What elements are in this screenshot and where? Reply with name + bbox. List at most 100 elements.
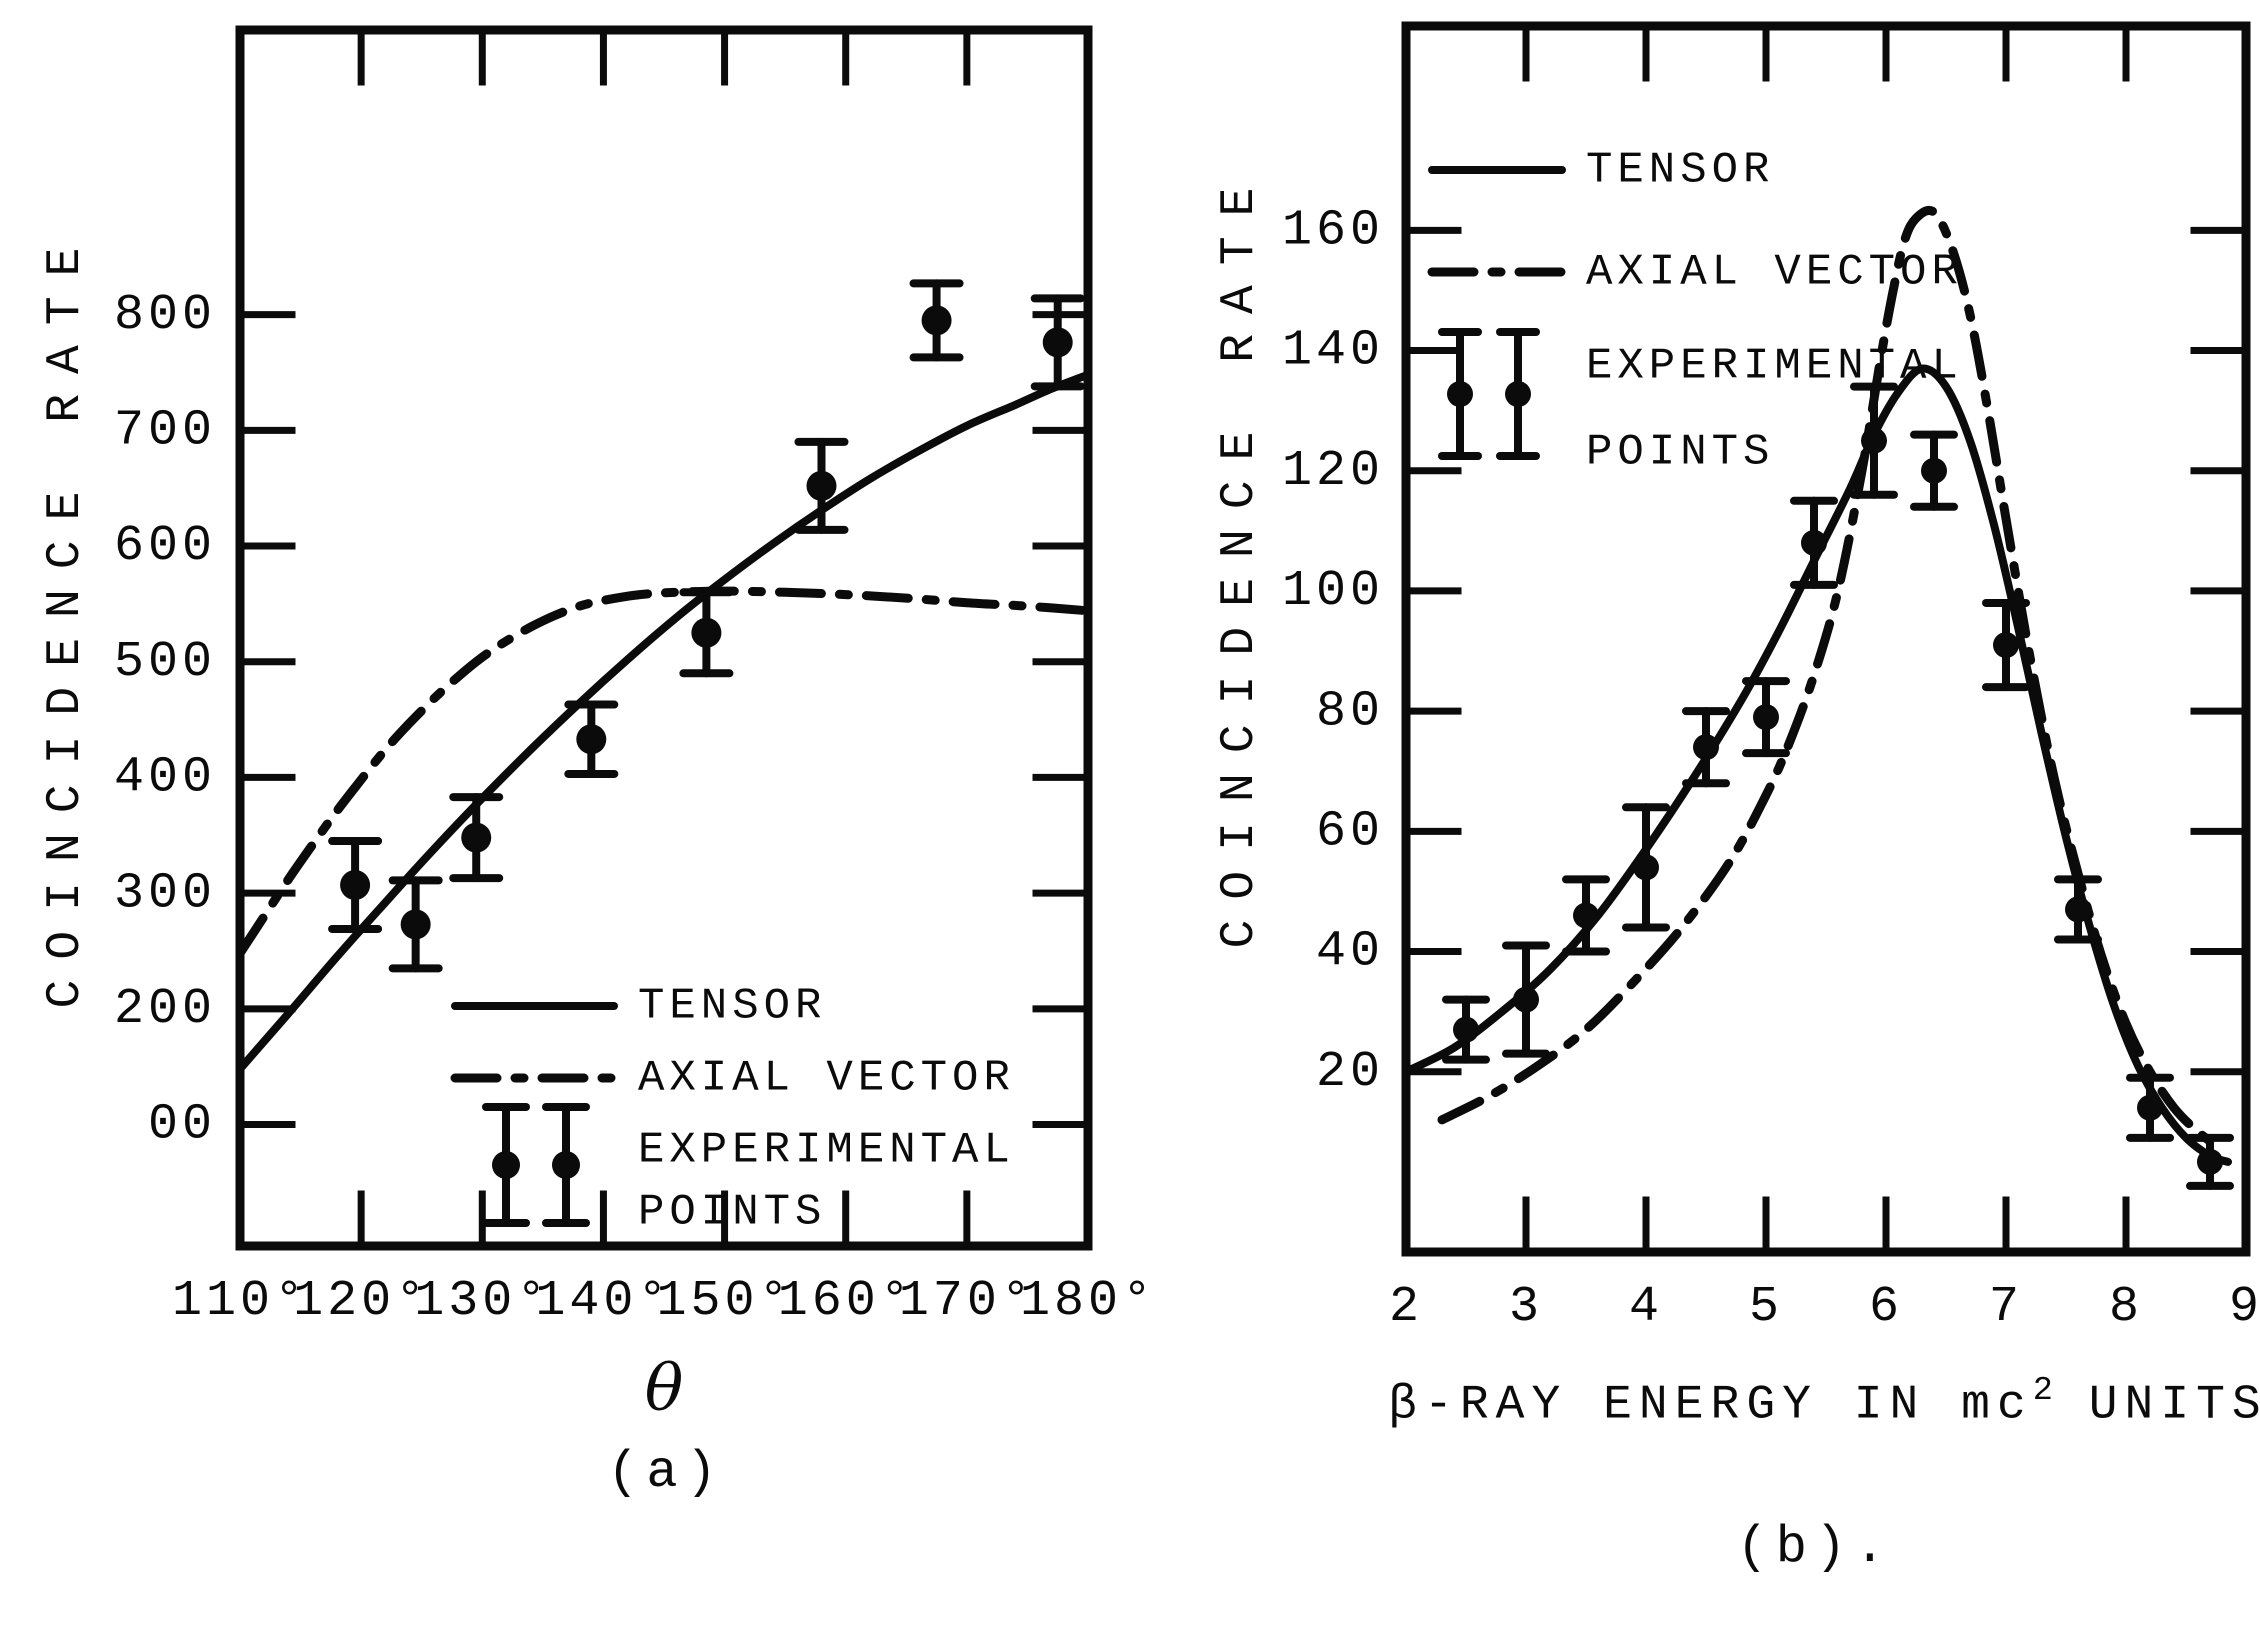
data-point-dot <box>400 909 431 940</box>
legend-label-axial-vector: AXIAL VECTOR <box>1586 248 1963 298</box>
experimental-point <box>449 793 504 883</box>
data-point-dot <box>576 724 607 755</box>
experimental-point <box>388 876 443 973</box>
plot-frame <box>1401 21 2251 1257</box>
legend: TENSOR AXIAL VECTOR EXPERIMENTAL POINTS <box>450 982 1015 1238</box>
tensor-curve <box>236 370 1092 1073</box>
x-tick-label: 5 <box>1749 1279 1783 1336</box>
experimental-point <box>909 279 964 362</box>
x-tick-label: 6 <box>1869 1279 1903 1336</box>
data-point-dot <box>2197 1148 2223 1175</box>
data-point-dot <box>691 617 722 648</box>
x-tick-label: 140° <box>535 1273 671 1330</box>
y-tick-label: 700 <box>114 403 216 460</box>
legend-label-points: POINTS <box>638 1188 826 1238</box>
data-point-dot <box>1861 427 1887 454</box>
subfigure-caption-b: (b). <box>1736 1518 1894 1577</box>
y-tick-label: 40 <box>1316 924 1384 981</box>
experimental-points <box>1442 382 2234 1190</box>
legend-experimental-point-symbol <box>542 1103 590 1227</box>
x-tick-label: 120° <box>293 1273 429 1330</box>
x-tick-label: 160° <box>778 1273 914 1330</box>
legend-label-tensor: TENSOR <box>1586 146 1774 196</box>
y-tick-label: 500 <box>114 634 216 691</box>
y-axis-title-b: COINCIDENCE RATE <box>1213 167 1267 949</box>
experimental-point <box>1502 941 1550 1058</box>
experimental-point <box>1850 382 1898 499</box>
subfigure-caption-a: (a) <box>607 1443 725 1502</box>
x-tick-label: 110° <box>172 1273 308 1330</box>
plot-frame <box>235 25 1093 1251</box>
data-point-dot <box>1693 734 1719 761</box>
legend-label-tensor: TENSOR <box>638 982 826 1032</box>
data-point-dot <box>552 1151 580 1179</box>
y-tick-label: 800 <box>114 287 216 344</box>
x-tick-label: 150° <box>657 1273 793 1330</box>
y-axis-title-a: COINCIDENCE RATE <box>39 227 93 1009</box>
experimental-point <box>1442 995 1490 1064</box>
data-point-dot <box>806 470 837 501</box>
chart-a: 110°120°130°140°150°160°170°180° 00 200 300… <box>114 25 1156 1330</box>
legend-label-experimental: EXPERIMENTAL <box>638 1126 1015 1176</box>
data-point-dot <box>1453 1016 1479 1043</box>
legend-label-points: POINTS <box>1586 428 1774 478</box>
y-tick-label: 200 <box>114 981 216 1038</box>
experimental-point <box>1910 430 1958 511</box>
data-point-dot <box>492 1151 520 1179</box>
data-point-dot <box>1513 986 1539 1013</box>
y-tick-label: 60 <box>1316 804 1384 861</box>
data-point-dot <box>1447 381 1473 407</box>
tensor-curve <box>1402 364 2232 1166</box>
x-tick-label: 180° <box>1020 1273 1156 1330</box>
x-axis-title-a: θ <box>644 1352 684 1426</box>
legend: TENSOR AXIAL VECTOR EXPERIMENTAL POINTS <box>1427 146 1963 478</box>
x-tick-label: 2 <box>1389 1279 1423 1336</box>
experimental-point <box>2054 875 2102 944</box>
legend-experimental-point-symbol <box>1438 328 1482 460</box>
data-point-dot <box>1921 457 1947 484</box>
x-axis-title-b: β-RAY ENERGY IN mc2 UNITS <box>1388 1372 2260 1432</box>
y-tick-label: 300 <box>114 865 216 922</box>
y-tick-label: 20 <box>1316 1044 1384 1101</box>
data-point-dot <box>1753 704 1779 731</box>
x-tick-label: 7 <box>1989 1279 2023 1336</box>
x-tick-label: 4 <box>1629 1279 1663 1336</box>
experimental-point <box>1790 496 1838 589</box>
x-axis-title-b-prefix: β-RAY ENERGY IN mc <box>1388 1378 2033 1433</box>
x-axis-title-b-suffix: UNITS <box>2052 1378 2260 1433</box>
x-axis-title-b-superscript: 2 <box>2032 1372 2053 1410</box>
legend-experimental-point-symbol <box>482 1103 530 1227</box>
experimental-point <box>679 588 734 678</box>
data-point-dot <box>1993 632 2019 659</box>
experimental-point <box>1562 875 1610 956</box>
y-tick-label: 400 <box>114 750 216 807</box>
x-tick-label: 8 <box>2109 1279 2143 1336</box>
data-point-dot <box>1042 327 1073 358</box>
y-tick-label: 140 <box>1282 323 1384 380</box>
data-point-dot <box>2065 896 2091 923</box>
x-tick-label: 130° <box>414 1273 550 1330</box>
experimental-point <box>1030 294 1085 391</box>
experimental-points <box>328 279 1085 973</box>
y-tick-label: 00 <box>148 1097 216 1154</box>
data-point-dot <box>1801 529 1827 556</box>
experimental-point <box>1682 707 1730 788</box>
experimental-point <box>564 700 619 778</box>
legend-label-axial-vector: AXIAL VECTOR <box>638 1054 1015 1104</box>
data-point-dot <box>340 870 371 901</box>
experimental-point <box>328 837 383 933</box>
x-tick-label: 9 <box>2229 1279 2260 1336</box>
y-tick-label: 100 <box>1282 563 1384 620</box>
legend-experimental-point-symbol <box>1496 328 1540 460</box>
experimental-point <box>2126 1073 2174 1142</box>
data-point-dot <box>1633 854 1659 881</box>
data-point-dot <box>921 305 952 336</box>
data-point-dot <box>1573 902 1599 929</box>
experimental-point <box>794 437 849 534</box>
data-point-dot <box>1505 381 1531 407</box>
y-tick-label: 160 <box>1282 203 1384 260</box>
y-tick-label: 120 <box>1282 443 1384 500</box>
legend-label-experimental: EXPERIMENTAL <box>1586 342 1963 392</box>
